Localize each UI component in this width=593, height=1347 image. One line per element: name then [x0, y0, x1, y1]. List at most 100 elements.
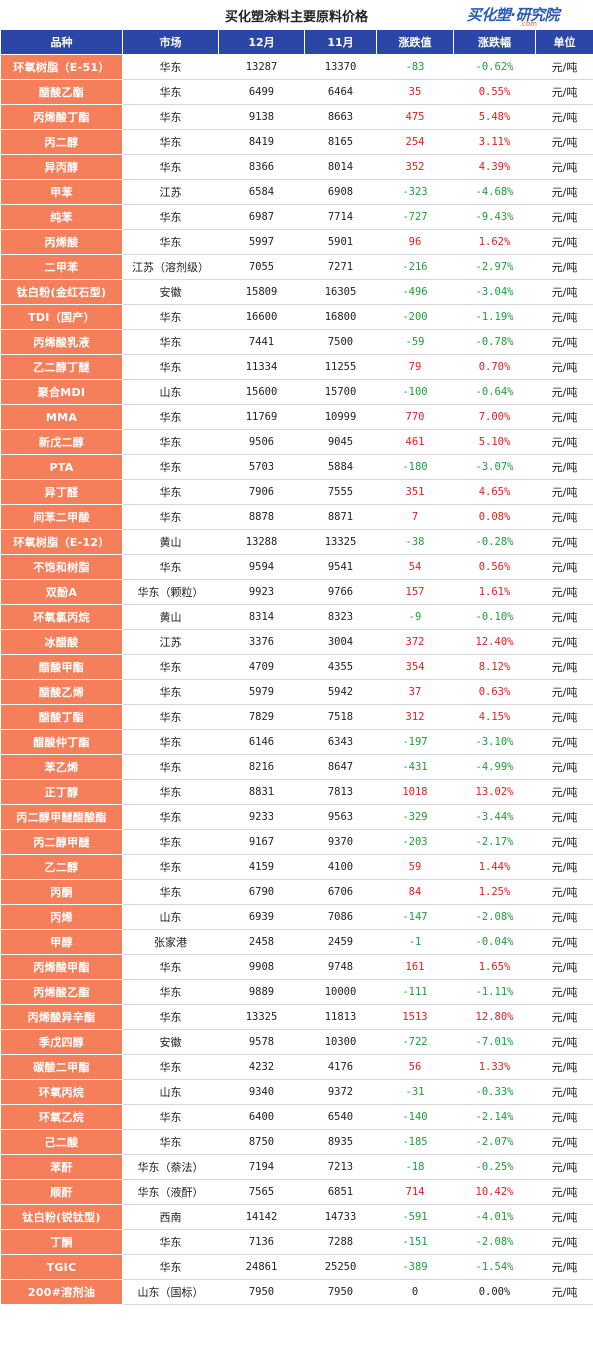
- col-header-change: 涨跌值: [376, 29, 454, 55]
- table-row: 丙烯酸 华东 5997 5901 96 1.62% 元/吨: [0, 229, 593, 255]
- cell-nov-price: 5901: [304, 229, 377, 255]
- cell-dec-price: 9578: [218, 1029, 305, 1055]
- table-row: 纯苯 华东 6987 7714 -727 -9.43% 元/吨: [0, 204, 593, 230]
- cell-dec-price: 9908: [218, 954, 305, 980]
- cell-product-name: 丙二醇甲醚醋酸酯: [0, 804, 123, 830]
- cell-nov-price: 15700: [304, 379, 377, 405]
- cell-nov-price: 7555: [304, 479, 377, 505]
- cell-change-percent: -2.07%: [453, 1129, 536, 1155]
- cell-change-value: 351: [376, 479, 454, 505]
- table-row: 丙烯 山东 6939 7086 -147 -2.08% 元/吨: [0, 904, 593, 930]
- cell-change-value: 59: [376, 854, 454, 880]
- cell-change-percent: 0.08%: [453, 504, 536, 530]
- cell-change-percent: -0.78%: [453, 329, 536, 355]
- cell-dec-price: 13287: [218, 54, 305, 80]
- cell-product-name: PTA: [0, 454, 123, 480]
- table-row: 丙酮 华东 6790 6706 84 1.25% 元/吨: [0, 879, 593, 905]
- cell-market: 华东: [122, 1104, 219, 1130]
- cell-change-percent: -1.11%: [453, 979, 536, 1005]
- cell-product-name: MMA: [0, 404, 123, 430]
- table-row: 己二酸 华东 8750 8935 -185 -2.07% 元/吨: [0, 1129, 593, 1155]
- cell-unit: 元/吨: [535, 1254, 593, 1280]
- cell-dec-price: 8750: [218, 1129, 305, 1155]
- cell-product-name: 异丙醇: [0, 154, 123, 180]
- table-row: 丙二醇甲醚醋酸酯 华东 9233 9563 -329 -3.44% 元/吨: [0, 804, 593, 830]
- cell-unit: 元/吨: [535, 529, 593, 555]
- cell-dec-price: 2458: [218, 929, 305, 955]
- cell-change-value: -200: [376, 304, 454, 330]
- cell-dec-price: 6400: [218, 1104, 305, 1130]
- cell-market: 山东（国标）: [122, 1279, 219, 1305]
- cell-change-percent: 1.44%: [453, 854, 536, 880]
- cell-change-percent: -1.19%: [453, 304, 536, 330]
- cell-change-value: 312: [376, 704, 454, 730]
- cell-unit: 元/吨: [535, 1054, 593, 1080]
- cell-dec-price: 7055: [218, 254, 305, 280]
- table-row: 醋酸乙烯 华东 5979 5942 37 0.63% 元/吨: [0, 679, 593, 705]
- cell-market: 华东: [122, 154, 219, 180]
- cell-nov-price: 14733: [304, 1204, 377, 1230]
- cell-product-name: 钛白粉(金红石型): [0, 279, 123, 305]
- brand-logo-suffix: .com: [519, 20, 537, 28]
- cell-change-percent: -0.28%: [453, 529, 536, 555]
- cell-change-value: 0: [376, 1279, 454, 1305]
- cell-dec-price: 5979: [218, 679, 305, 705]
- table-row: 异丁醛 华东 7906 7555 351 4.65% 元/吨: [0, 479, 593, 505]
- cell-nov-price: 10300: [304, 1029, 377, 1055]
- table-row: 钛白粉(金红石型) 安徽 15809 16305 -496 -3.04% 元/吨: [0, 279, 593, 305]
- cell-market: 华东: [122, 804, 219, 830]
- cell-change-value: -431: [376, 754, 454, 780]
- cell-unit: 元/吨: [535, 679, 593, 705]
- cell-change-percent: -0.04%: [453, 929, 536, 955]
- cell-unit: 元/吨: [535, 379, 593, 405]
- cell-change-value: -591: [376, 1204, 454, 1230]
- table-row: 丁酮 华东 7136 7288 -151 -2.08% 元/吨: [0, 1229, 593, 1255]
- cell-product-name: 丙烯酸: [0, 229, 123, 255]
- cell-change-value: -140: [376, 1104, 454, 1130]
- cell-nov-price: 11255: [304, 354, 377, 380]
- cell-product-name: 环氧树脂（E-12）: [0, 529, 123, 555]
- cell-market: 华东: [122, 1129, 219, 1155]
- cell-nov-price: 6464: [304, 79, 377, 105]
- cell-dec-price: 6146: [218, 729, 305, 755]
- cell-market: 华东: [122, 404, 219, 430]
- cell-unit: 元/吨: [535, 329, 593, 355]
- cell-nov-price: 7518: [304, 704, 377, 730]
- cell-nov-price: 4176: [304, 1054, 377, 1080]
- cell-change-value: 254: [376, 129, 454, 155]
- cell-change-value: -329: [376, 804, 454, 830]
- cell-change-value: -180: [376, 454, 454, 480]
- table-row: 钛白粉(锐钛型) 西南 14142 14733 -591 -4.01% 元/吨: [0, 1204, 593, 1230]
- cell-change-value: 37: [376, 679, 454, 705]
- cell-product-name: 丙烯酸异辛酯: [0, 1004, 123, 1030]
- cell-nov-price: 6706: [304, 879, 377, 905]
- table-row: 间苯二甲酸 华东 8878 8871 7 0.08% 元/吨: [0, 504, 593, 530]
- cell-market: 安徽: [122, 1029, 219, 1055]
- cell-market: 华东: [122, 729, 219, 755]
- cell-change-percent: -3.04%: [453, 279, 536, 305]
- table-row: 醋酸甲酯 华东 4709 4355 354 8.12% 元/吨: [0, 654, 593, 680]
- cell-unit: 元/吨: [535, 1079, 593, 1105]
- cell-dec-price: 14142: [218, 1204, 305, 1230]
- table-row: 异丙醇 华东 8366 8014 352 4.39% 元/吨: [0, 154, 593, 180]
- cell-market: 华东: [122, 704, 219, 730]
- cell-unit: 元/吨: [535, 479, 593, 505]
- cell-nov-price: 16305: [304, 279, 377, 305]
- cell-nov-price: 10000: [304, 979, 377, 1005]
- table-row: TDI（国产） 华东 16600 16800 -200 -1.19% 元/吨: [0, 304, 593, 330]
- cell-change-percent: -0.64%: [453, 379, 536, 405]
- cell-change-percent: -0.33%: [453, 1079, 536, 1105]
- cell-change-percent: 0.70%: [453, 354, 536, 380]
- cell-change-percent: 5.48%: [453, 104, 536, 130]
- cell-market: 安徽: [122, 279, 219, 305]
- cell-nov-price: 8871: [304, 504, 377, 530]
- cell-market: 华东: [122, 779, 219, 805]
- cell-product-name: 丙烯酸乳液: [0, 329, 123, 355]
- col-header-unit: 单位: [535, 29, 593, 55]
- cell-unit: 元/吨: [535, 829, 593, 855]
- table-row: 醋酸丁酯 华东 7829 7518 312 4.15% 元/吨: [0, 704, 593, 730]
- cell-change-value: -31: [376, 1079, 454, 1105]
- cell-nov-price: 7271: [304, 254, 377, 280]
- cell-nov-price: 8663: [304, 104, 377, 130]
- cell-change-value: -83: [376, 54, 454, 80]
